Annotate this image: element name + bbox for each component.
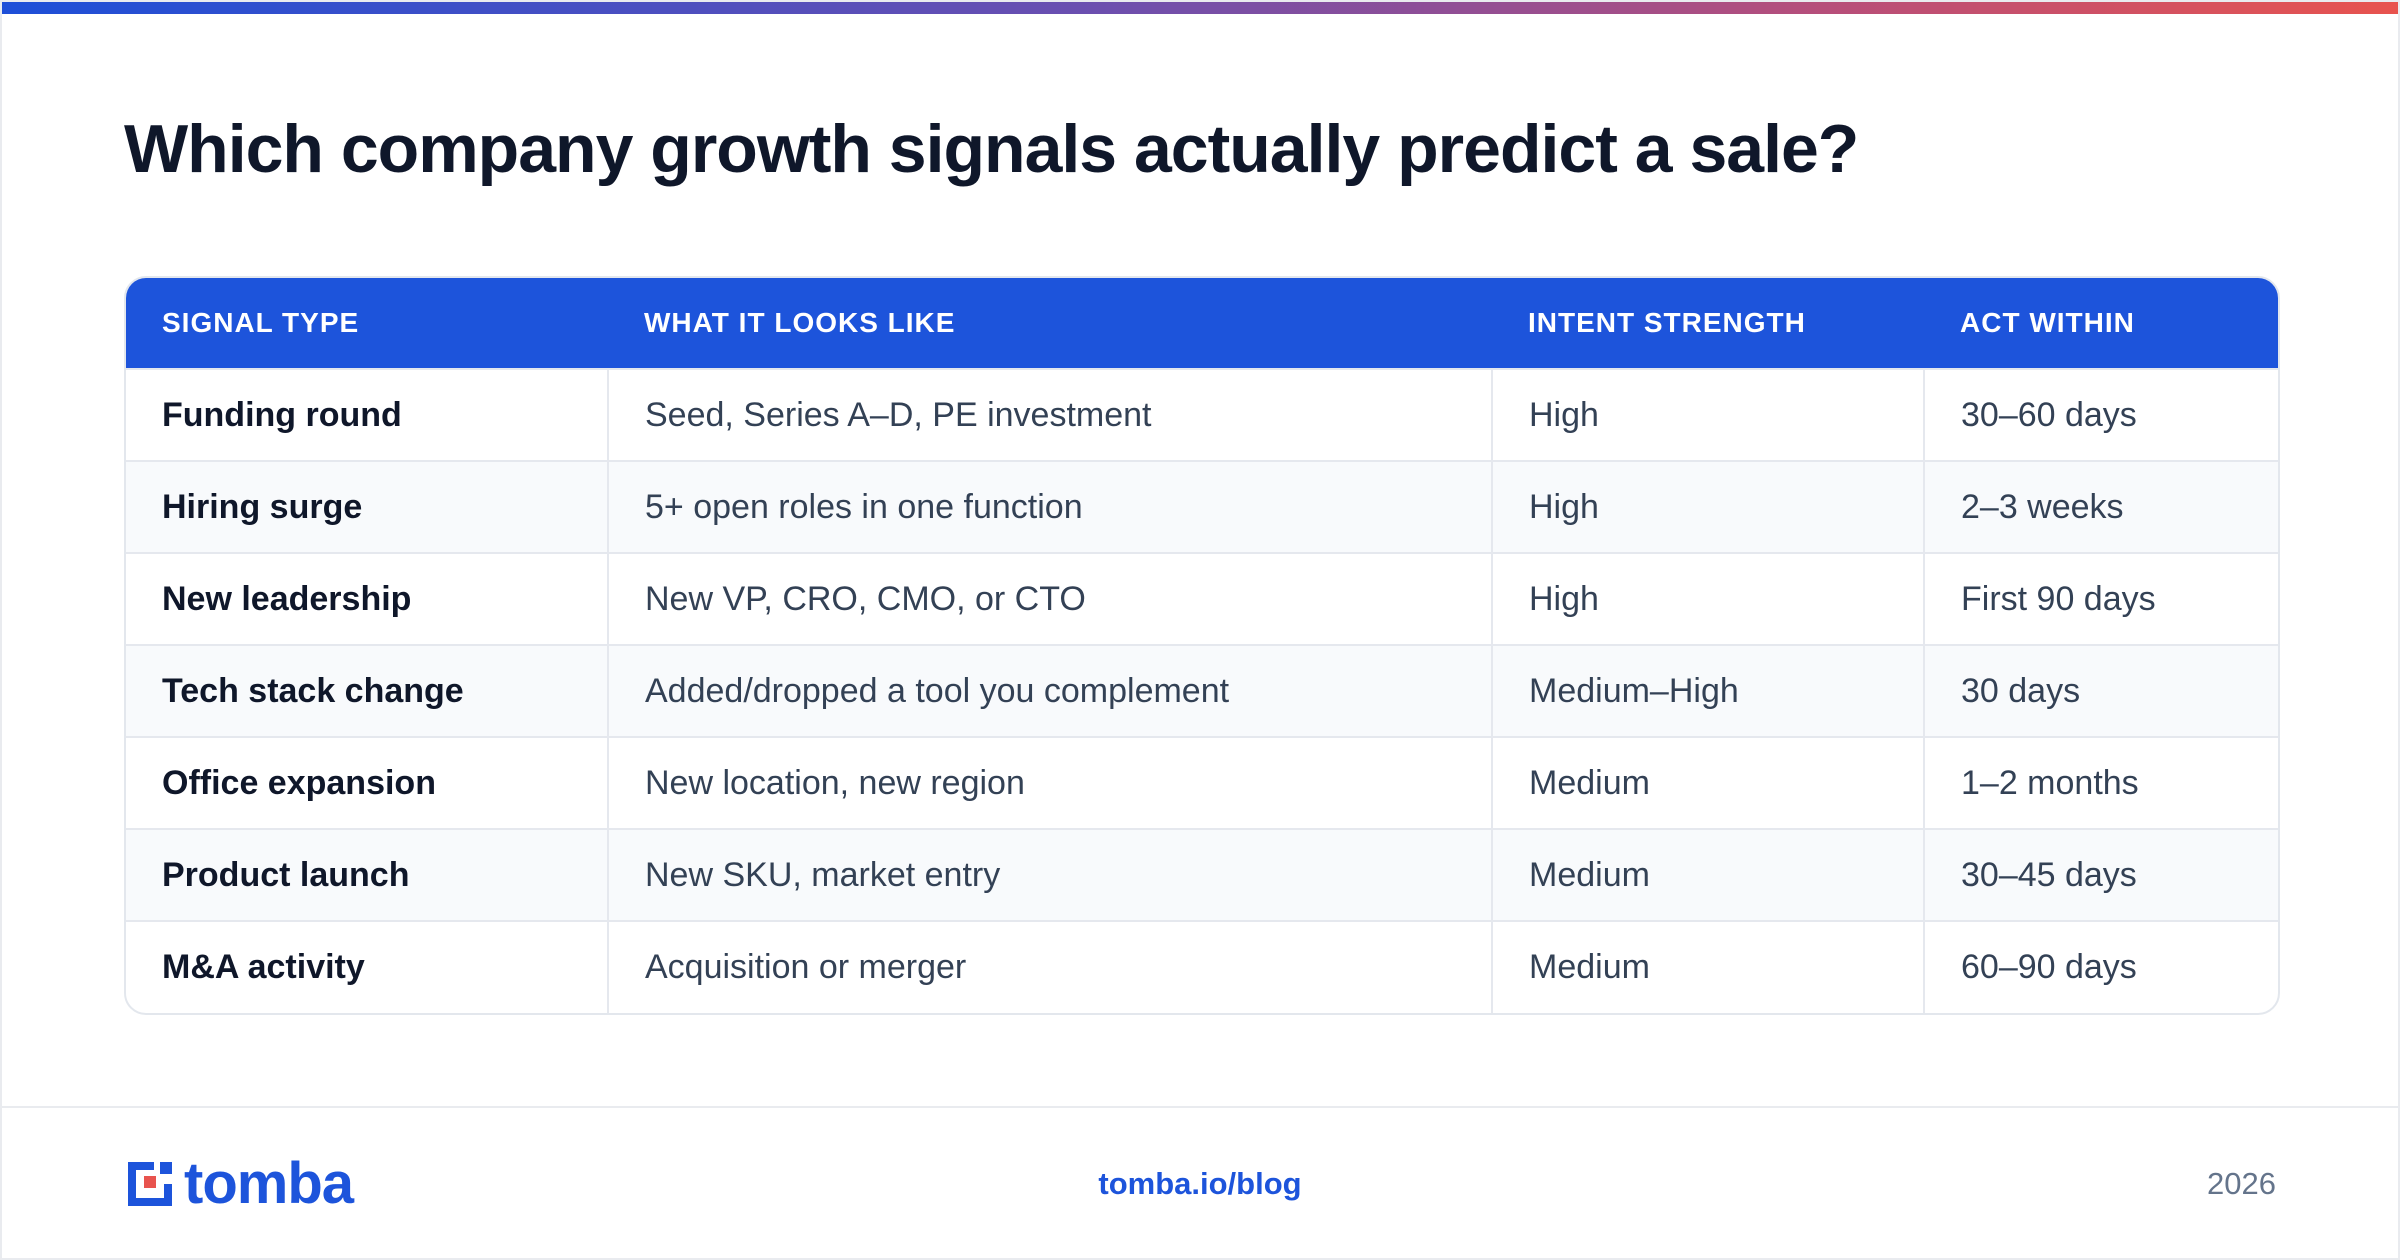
cell-signal-type: Funding round xyxy=(126,369,608,461)
cell-intent-strength: Medium xyxy=(1492,829,1924,921)
cell-description: Acquisition or merger xyxy=(608,921,1492,1013)
signals-table: SIGNAL TYPE WHAT IT LOOKS LIKE INTENT ST… xyxy=(124,276,2280,1015)
cell-act-within: 30 days xyxy=(1924,645,2278,737)
table-header-row: SIGNAL TYPE WHAT IT LOOKS LIKE INTENT ST… xyxy=(126,278,2278,369)
cell-act-within: 30–60 days xyxy=(1924,369,2278,461)
cell-signal-type: New leadership xyxy=(126,553,608,645)
cell-signal-type: Office expansion xyxy=(126,737,608,829)
cell-act-within: 1–2 months xyxy=(1924,737,2278,829)
cell-description: New SKU, market entry xyxy=(608,829,1492,921)
cell-intent-strength: High xyxy=(1492,369,1924,461)
cell-intent-strength: Medium–High xyxy=(1492,645,1924,737)
blog-link[interactable]: tomba.io/blog xyxy=(2,1166,2398,1202)
table-row: Office expansion New location, new regio… xyxy=(126,737,2278,829)
header-act-within: ACT WITHIN xyxy=(1924,278,2278,369)
cell-description: Added/dropped a tool you complement xyxy=(608,645,1492,737)
cell-description: 5+ open roles in one function xyxy=(608,461,1492,553)
cell-act-within: 30–45 days xyxy=(1924,829,2278,921)
header-what-it-looks-like: WHAT IT LOOKS LIKE xyxy=(608,278,1492,369)
cell-act-within: First 90 days xyxy=(1924,553,2278,645)
footer-year: 2026 xyxy=(2207,1166,2276,1202)
cell-intent-strength: Medium xyxy=(1492,737,1924,829)
table-header: SIGNAL TYPE WHAT IT LOOKS LIKE INTENT ST… xyxy=(126,278,2278,369)
table-body: Funding round Seed, Series A–D, PE inves… xyxy=(126,369,2278,1013)
cell-act-within: 60–90 days xyxy=(1924,921,2278,1013)
cell-intent-strength: High xyxy=(1492,553,1924,645)
cell-description: New VP, CRO, CMO, or CTO xyxy=(608,553,1492,645)
cell-signal-type: Tech stack change xyxy=(126,645,608,737)
table-row: Funding round Seed, Series A–D, PE inves… xyxy=(126,369,2278,461)
cell-intent-strength: High xyxy=(1492,461,1924,553)
header-signal-type: SIGNAL TYPE xyxy=(126,278,608,369)
table-row: Product launch New SKU, market entry Med… xyxy=(126,829,2278,921)
cell-description: Seed, Series A–D, PE investment xyxy=(608,369,1492,461)
page-title: Which company growth signals actually pr… xyxy=(124,110,1858,188)
cell-signal-type: Hiring surge xyxy=(126,461,608,553)
table-row: Hiring surge 5+ open roles in one functi… xyxy=(126,461,2278,553)
header-intent-strength: INTENT STRENGTH xyxy=(1492,278,1924,369)
cell-signal-type: M&A activity xyxy=(126,921,608,1013)
table-row: M&A activity Acquisition or merger Mediu… xyxy=(126,921,2278,1013)
cell-intent-strength: Medium xyxy=(1492,921,1924,1013)
footer-divider xyxy=(2,1106,2398,1108)
cell-act-within: 2–3 weeks xyxy=(1924,461,2278,553)
cell-description: New location, new region xyxy=(608,737,1492,829)
top-gradient-bar xyxy=(2,2,2398,14)
table-row: Tech stack change Added/dropped a tool y… xyxy=(126,645,2278,737)
table-row: New leadership New VP, CRO, CMO, or CTO … xyxy=(126,553,2278,645)
cell-signal-type: Product launch xyxy=(126,829,608,921)
